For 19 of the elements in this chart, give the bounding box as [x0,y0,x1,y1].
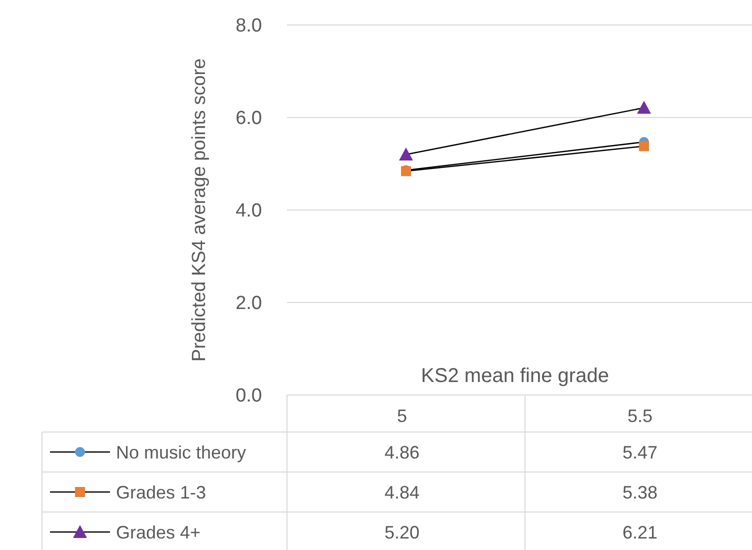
data-label: 6.21 [622,522,658,542]
data-label: 5.20 [384,522,420,542]
data-label: 4.86 [384,442,420,462]
legend-label: Grades 1-3 [116,482,206,502]
y-tick-label: 2.0 [236,293,262,314]
x-tick-label: 5 [396,406,408,426]
legend-label: No music theory [116,442,246,462]
data-label: 4.84 [384,482,420,502]
data-label: 5.38 [622,482,658,502]
data-label: 5.47 [622,442,658,462]
x-axis-title: KS2 mean fine grade [421,365,609,387]
y-tick-label: 0.0 [236,386,262,407]
y-tick-label: 8.0 [236,16,262,37]
y-tick-label: 4.0 [236,200,262,222]
legend-label: Grades 4+ [116,522,201,542]
y-axis-title: Predicted KS4 average points score [189,58,210,362]
y-tick-label: 6.0 [236,108,262,130]
x-tick-label: 5.5 [627,406,653,426]
point [639,141,649,152]
